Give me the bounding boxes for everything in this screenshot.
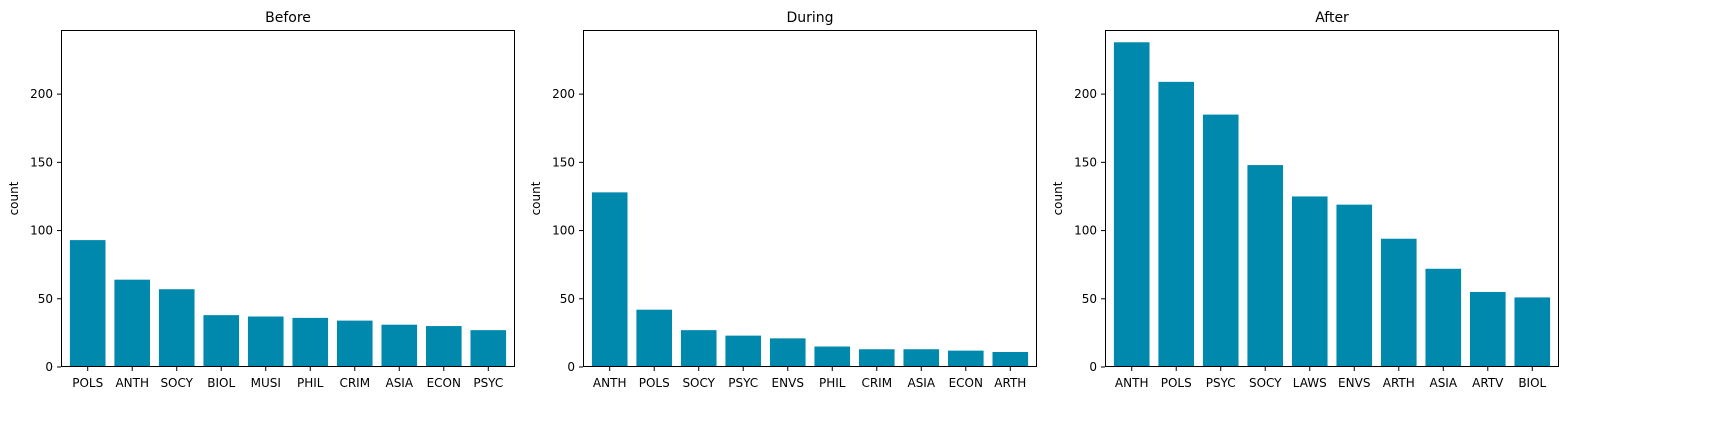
x-tick-label: ECON <box>949 376 983 390</box>
bar-envs <box>1336 204 1373 367</box>
x-tick-label: ARTH <box>994 376 1026 390</box>
bar-pols <box>636 309 673 367</box>
plot-frame <box>583 30 1037 367</box>
y-tick-label: 200 <box>1074 87 1097 101</box>
bar-laws <box>1291 196 1328 367</box>
bar-biol <box>1514 297 1551 367</box>
bar-psyc <box>725 335 762 367</box>
x-tick-label: PSYC <box>473 376 503 390</box>
y-tick-label: 50 <box>38 292 53 306</box>
bar-musi <box>247 316 284 367</box>
x-tick-label: SOCY <box>682 376 715 390</box>
bar-econ <box>947 350 984 367</box>
x-tick-label: BIOL <box>207 376 235 390</box>
y-tick-label: 150 <box>30 155 53 169</box>
plot-frame <box>61 30 515 367</box>
chart-title: After <box>1315 10 1349 26</box>
x-tick-label: ECON <box>427 376 461 390</box>
y-tick-label: 50 <box>1082 292 1097 306</box>
x-tick-label: CRIM <box>861 376 892 390</box>
x-tick-label: CRIM <box>339 376 370 390</box>
x-tick-label: ANTH <box>1115 376 1149 390</box>
bar-artv <box>1469 291 1506 367</box>
bar-biol <box>203 315 240 367</box>
bar-pols <box>69 240 106 367</box>
x-tick-label: LAWS <box>1293 376 1327 390</box>
x-tick-label: MUSI <box>251 376 281 390</box>
bar-anth <box>114 279 151 367</box>
y-tick-label: 100 <box>30 224 53 238</box>
x-tick-label: ANTH <box>593 376 627 390</box>
bar-envs <box>769 338 806 367</box>
bar-arth <box>1380 238 1417 367</box>
y-tick-label: 50 <box>560 292 575 306</box>
x-tick-label: POLS <box>72 376 103 390</box>
x-tick-label: POLS <box>1161 376 1192 390</box>
x-tick-label: ASIA <box>907 376 935 390</box>
plot-frame <box>1105 30 1559 367</box>
bar-psyc <box>470 330 507 367</box>
bar-crim <box>336 320 373 367</box>
x-tick-label: PHIL <box>297 376 324 390</box>
x-tick-label: SOCY <box>160 376 193 390</box>
bar-psyc <box>1202 114 1239 367</box>
chart-title: Before <box>265 10 311 26</box>
bar-anth <box>591 192 628 367</box>
x-tick-label: ARTH <box>1383 376 1415 390</box>
chart-title: During <box>786 10 833 26</box>
bar-asia <box>381 324 418 367</box>
y-axis-label: count <box>529 181 543 215</box>
bar-phil <box>814 346 851 367</box>
chart-panel-2: ANTH POLS SOCY PSYC ENVS PHIL CRIM ASIA ECON ARTH… <box>529 10 1037 390</box>
x-tick-label: ANTH <box>115 376 149 390</box>
x-tick-label: POLS <box>639 376 670 390</box>
x-tick-label: ENVS <box>1338 376 1370 390</box>
bar-econ <box>425 326 462 367</box>
y-axis-label: count <box>1051 181 1065 215</box>
x-tick-label: SOCY <box>1249 376 1282 390</box>
y-tick-label: 0 <box>45 360 53 374</box>
chart-panel-1: POLS ANTH SOCY BIOL MUSI PHIL CRIM ASIA ECON PSYC… <box>7 10 515 390</box>
x-tick-label: ARTV <box>1472 376 1504 390</box>
bar-asia <box>1425 268 1462 367</box>
bar-socy <box>158 289 195 367</box>
y-tick-label: 0 <box>567 360 575 374</box>
x-tick-label: ENVS <box>772 376 804 390</box>
y-tick-label: 200 <box>30 87 53 101</box>
bar-crim <box>858 349 895 367</box>
bar-pols <box>1158 81 1195 367</box>
chart-panel-3: ANTH POLS PSYC SOCY LAWS ENVS ARTH ASIA ARTV BIOL… <box>1051 10 1559 390</box>
x-tick-label: BIOL <box>1518 376 1546 390</box>
bar-asia <box>903 349 940 367</box>
y-tick-label: 150 <box>552 155 575 169</box>
y-tick-label: 0 <box>1089 360 1097 374</box>
y-tick-label: 150 <box>1074 155 1097 169</box>
y-tick-label: 100 <box>552 224 575 238</box>
x-tick-label: PSYC <box>728 376 758 390</box>
bar-socy <box>1247 165 1284 367</box>
bar-socy <box>680 330 717 367</box>
bar-anth <box>1113 42 1150 367</box>
y-axis-label: count <box>7 181 21 215</box>
bar-phil <box>292 317 329 367</box>
bar-arth <box>992 351 1029 367</box>
x-tick-label: ASIA <box>1429 376 1457 390</box>
y-tick-label: 200 <box>552 87 575 101</box>
y-tick-label: 100 <box>1074 224 1097 238</box>
x-tick-label: ASIA <box>385 376 413 390</box>
x-tick-label: PSYC <box>1206 376 1236 390</box>
x-tick-label: PHIL <box>819 376 846 390</box>
